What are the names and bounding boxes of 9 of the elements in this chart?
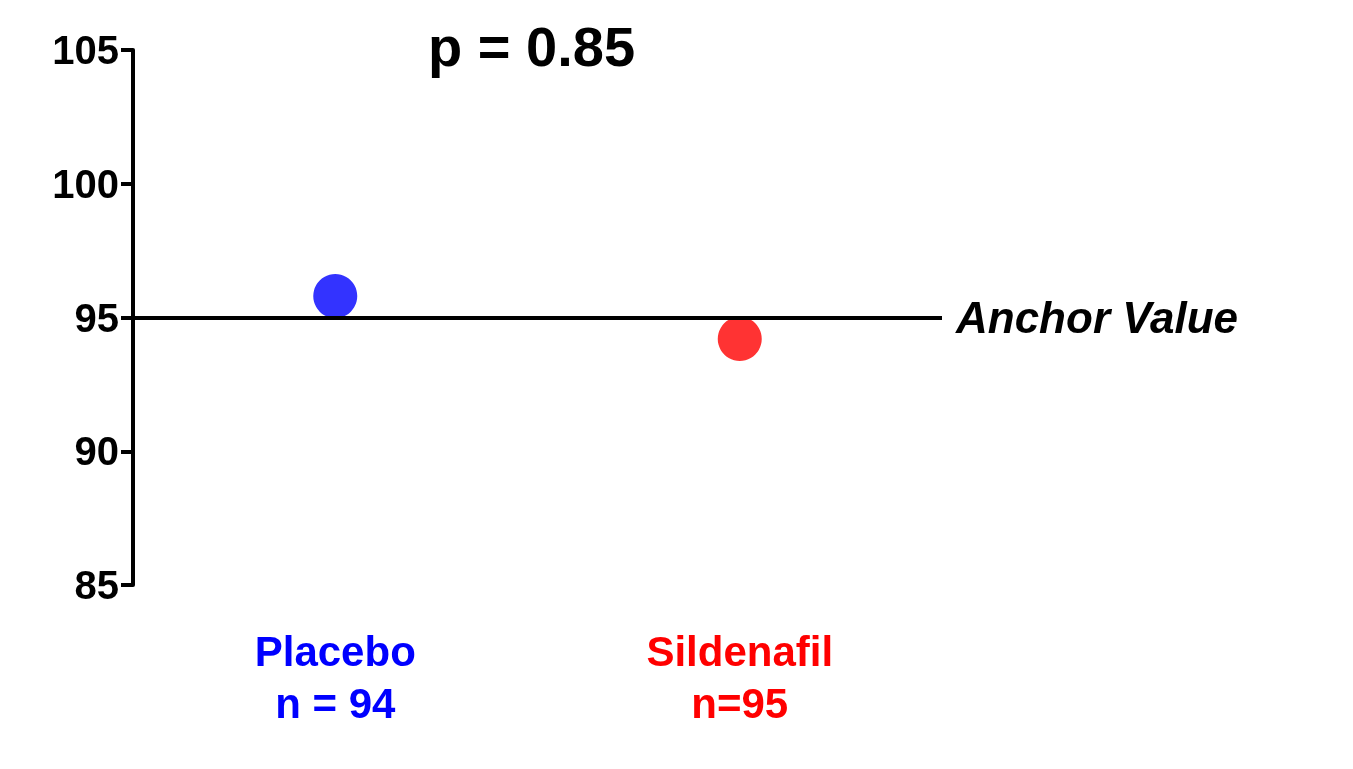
x-tick-label: Placebo n = 94 <box>254 627 416 727</box>
y-tick-label: 100 <box>52 161 119 206</box>
annotation: p = 0.85 <box>428 14 636 78</box>
y-tick-label: 85 <box>74 563 119 607</box>
x-tick-label: Sildenafil n=95 <box>646 627 834 727</box>
y-tick-label: 95 <box>74 295 119 340</box>
y-tick-label: 90 <box>74 429 119 474</box>
y-tick-label: 105 <box>52 28 119 72</box>
ref-line-label: Anchor Value <box>955 293 1238 342</box>
